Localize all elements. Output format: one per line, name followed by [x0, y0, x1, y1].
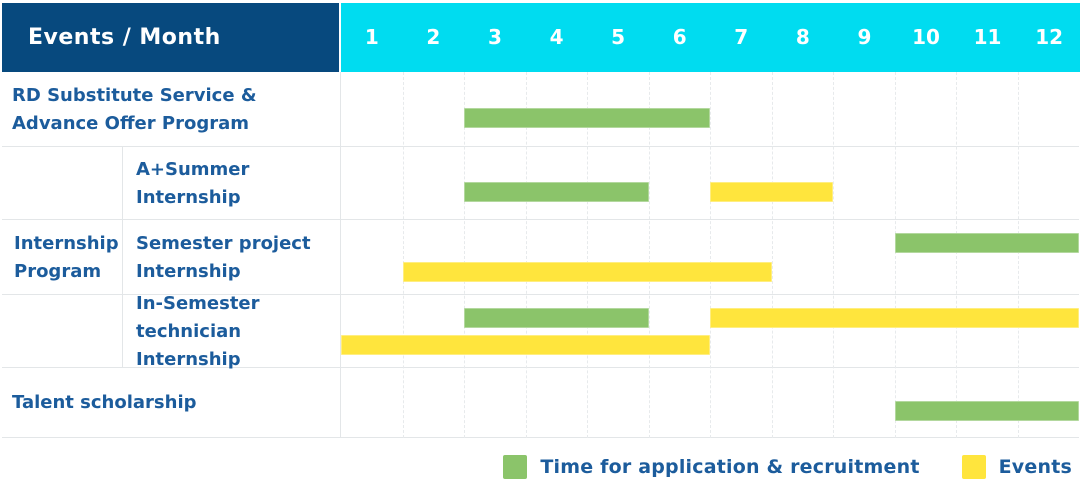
month-gridline [956, 72, 957, 438]
legend-item-event: Events [961, 455, 1072, 479]
month-header-8: 8 [795, 25, 810, 49]
month-header-7: 7 [734, 25, 749, 49]
month-gridline [464, 72, 465, 438]
legend-label-recruitment: Time for application & recruitment [540, 456, 920, 478]
gantt-bar-recruitment-rd-substitute-service [464, 107, 710, 128]
gantt-bar-recruitment-in-semester-technician-internship [464, 308, 649, 328]
month-header-12: 12 [1035, 25, 1064, 49]
row-label-rd-substitute-service: RD Substitute Service & Advance Offer Pro… [2, 72, 341, 147]
row-label-a-plus-summer-internship: A+Summer Internship [123, 147, 341, 220]
group-label-line: Program [14, 260, 102, 282]
table-row-semester-project-internship [2, 220, 1079, 295]
row-label-line: Internship [136, 260, 241, 282]
gantt-bar-recruitment-semester-project-internship [894, 233, 1079, 253]
row-label-line: In-Semester [136, 292, 260, 314]
legend-swatch-event [961, 455, 986, 479]
table-row-in-semester-technician-internship [2, 295, 1079, 368]
row-label-line: Semester project [136, 232, 311, 254]
month-gridline [648, 72, 650, 438]
month-gridline [1017, 72, 1019, 438]
legend-label-event: Events [998, 456, 1072, 478]
month-gridline [587, 72, 588, 438]
row-label-line: A+Summer [136, 158, 250, 180]
gantt-bar-event-semester-project-internship [402, 262, 772, 282]
month-header-5: 5 [611, 25, 626, 49]
month-header-11: 11 [973, 25, 1002, 49]
month-gridline [710, 72, 711, 438]
month-gridline [525, 72, 527, 438]
month-gridline [771, 72, 773, 438]
group-label-line: Internship [14, 232, 119, 254]
row-label-line: technician Internship [136, 320, 242, 370]
month-gridline [894, 72, 896, 438]
page-title: Events / Month [2, 3, 339, 72]
row-label-line: RD Substitute Service & [12, 84, 257, 106]
legend-item-recruitment: Time for application & recruitment [503, 455, 919, 479]
month-header-9: 9 [857, 25, 872, 49]
gantt-bar-event-in-semester-technician-internship [341, 335, 710, 355]
month-header-2: 2 [426, 25, 441, 49]
month-header-6: 6 [672, 25, 687, 49]
gantt-bar-event-a-plus-summer-internship [710, 181, 833, 202]
month-header-row: 1 2 3 4 5 6 7 8 9 10 11 12 [341, 3, 1080, 72]
legend-swatch-recruitment [503, 455, 528, 479]
gantt-bar-recruitment-a-plus-summer-internship [464, 181, 649, 202]
gantt-bar-recruitment-talent-scholarship [894, 401, 1079, 421]
row-label-line: Internship [136, 186, 241, 208]
row-label-line: Advance Offer Program [12, 112, 249, 134]
month-gridline [402, 72, 404, 438]
group-label-internship-program: Internship Program [2, 147, 123, 368]
gantt-bar-event-in-semester-technician-internship [710, 308, 1079, 328]
legend: Time for application & recruitment Events [461, 455, 1072, 479]
month-header-1: 1 [364, 25, 379, 49]
month-header-4: 4 [549, 25, 564, 49]
month-header-10: 10 [912, 25, 940, 49]
row-label-semester-project-internship: Semester project Internship [123, 220, 341, 295]
row-label-in-semester-technician-internship: In-Semester technician Internship [123, 293, 341, 370]
month-gridline [833, 72, 834, 438]
month-header-3: 3 [487, 25, 502, 49]
row-label-line: Talent scholarship [12, 392, 197, 413]
row-label-talent-scholarship: Talent scholarship [2, 368, 341, 438]
